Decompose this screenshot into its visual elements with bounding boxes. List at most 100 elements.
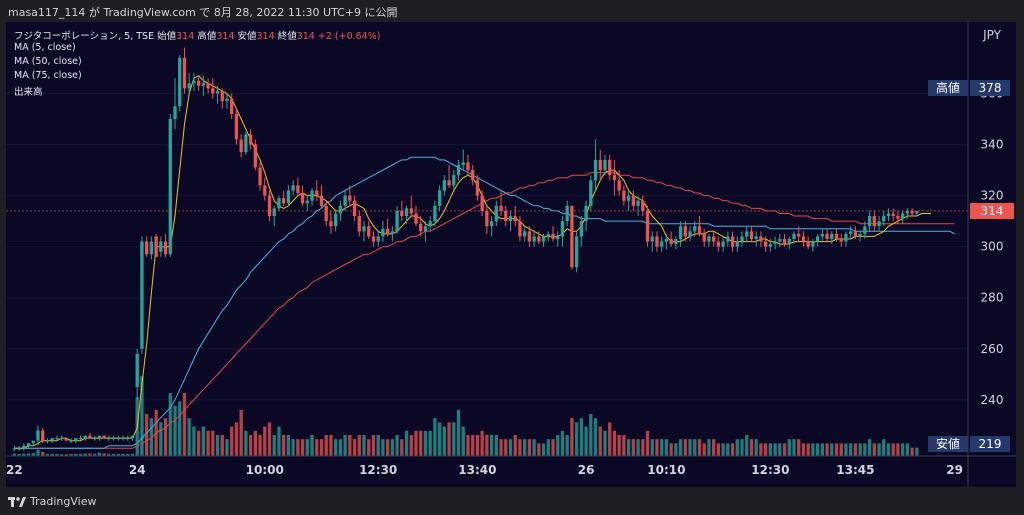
volume-bar (660, 439, 664, 456)
footer: TradingView (0, 487, 1024, 515)
candle-body (603, 159, 607, 171)
candle-body (589, 180, 593, 206)
x-tick-label: 12:30 (359, 463, 397, 477)
legend-ma5[interactable]: MA (5, close) (14, 42, 76, 53)
candle-body (206, 83, 210, 89)
volume-bar (579, 418, 584, 456)
candle-body (740, 236, 744, 242)
candle-body (546, 233, 550, 237)
candle-body (537, 236, 541, 242)
candle-body (579, 221, 584, 237)
volume-bar (551, 439, 555, 456)
volume-bar (107, 453, 111, 456)
volume-bar (145, 414, 149, 456)
volume-bar (315, 439, 319, 456)
volume-bar (806, 443, 810, 456)
volume-bar (192, 426, 196, 456)
price-axis-panel[interactable] (968, 22, 1016, 487)
volume-bar (622, 435, 626, 456)
candle-body (461, 162, 465, 165)
volume-bar (556, 435, 560, 456)
volume-bar (745, 435, 749, 456)
candle-body (570, 205, 574, 268)
candle-body (17, 448, 21, 450)
candle-body (631, 195, 635, 206)
candle-body (797, 233, 801, 237)
candle-body (707, 236, 711, 242)
candle-body (263, 185, 267, 196)
time-axis-ticks: 22 24 10:00 12:30 13:40 26 10:10 12:30 13:45 29 (6, 463, 963, 477)
volume-bar (678, 439, 683, 456)
x-tick-label: 13:40 (458, 463, 496, 477)
y-tick-label: 340 (981, 138, 1004, 152)
volume-bar (88, 453, 92, 456)
volume-bar (863, 443, 867, 456)
volume-bar (636, 439, 640, 456)
candle-body (111, 438, 116, 440)
candle-body (820, 233, 824, 237)
chart-area[interactable]: 240260280300320340360 222410:0012:3013:4… (6, 22, 1016, 487)
volume-bar (570, 418, 574, 456)
x-tick-label: 10:10 (647, 463, 685, 477)
volume-bar (244, 430, 248, 456)
candle-body (83, 435, 87, 439)
candle-body (504, 210, 508, 222)
low-price-tag: 安値 219 (928, 436, 1014, 452)
volume-bar (59, 454, 64, 456)
y-tick-label: 240 (981, 393, 1004, 407)
volume-bar (305, 439, 309, 456)
candle-body (730, 236, 735, 247)
legend-volume[interactable]: 出来高 (14, 87, 43, 98)
volume-bar (631, 439, 635, 456)
volume-bar (395, 435, 399, 456)
legend-low-label: 安値 (237, 31, 257, 42)
legend-ma75[interactable]: MA (75, close) (14, 70, 82, 81)
candle-body (93, 438, 97, 440)
volume-bar (234, 422, 239, 456)
volume-bar (126, 453, 130, 456)
volume-bar (121, 453, 125, 456)
candle-body (45, 440, 50, 442)
tradingview-logo[interactable]: TradingView (8, 495, 96, 508)
candle-body (853, 231, 858, 237)
candle-body (36, 430, 40, 441)
volume-bar (248, 435, 253, 456)
volume-bar (50, 453, 54, 456)
candle-body (400, 210, 404, 217)
high-price-tag: 高値 378 (928, 80, 1014, 96)
volume-bar (527, 439, 532, 456)
volume-bar (532, 439, 536, 456)
legend-ma50[interactable]: MA (50, close) (14, 56, 82, 67)
candle-body (390, 231, 395, 234)
candle-body (801, 236, 806, 242)
candle-body (664, 239, 669, 242)
volume-bar (414, 430, 418, 456)
volume-bar (593, 418, 598, 456)
low-tag-label: 安値 (928, 436, 968, 452)
volume-bar (466, 435, 470, 456)
candle-body (626, 195, 631, 201)
x-tick-label: 22 (6, 463, 23, 477)
candle-body (385, 228, 390, 234)
candlestick-chart[interactable]: 240260280300320340360 222410:0012:3013:4… (6, 22, 1016, 487)
candle-body (475, 180, 480, 196)
currency-label: JPY (982, 28, 1002, 42)
volume-bar (867, 439, 872, 456)
candle-body (12, 448, 17, 450)
volume-bar (882, 439, 886, 456)
volume-bar (839, 443, 843, 456)
volume-bar (489, 435, 494, 456)
volume-bar (915, 447, 919, 456)
candle-body (253, 144, 257, 168)
candle-body (669, 239, 673, 245)
candle-body (617, 180, 621, 191)
volume-bar (707, 439, 711, 456)
candle-body (286, 190, 291, 204)
volume-bar (267, 422, 272, 456)
volume-bar (437, 422, 442, 456)
candle-body (471, 170, 475, 181)
volume-bar (877, 443, 881, 456)
candle-body (428, 221, 432, 227)
candle-body (178, 57, 182, 107)
volume-bar (825, 443, 829, 456)
